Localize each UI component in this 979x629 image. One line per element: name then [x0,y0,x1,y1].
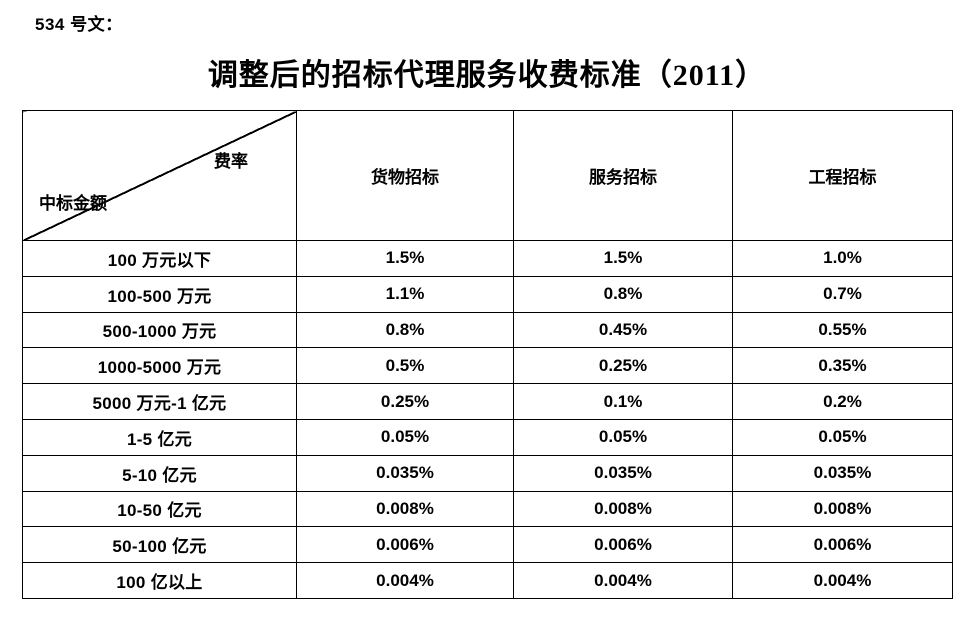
cell-value: 1.5% [513,240,733,277]
cell-value: 0.35% [732,347,953,385]
corner-label-amount: 中标金额 [39,194,107,213]
table-row: 1000-5000 万元 0.5% 0.25% 0.35% [22,347,953,385]
row-label: 1000-5000 万元 [22,347,297,385]
table-row: 100-500 万元 1.1% 0.8% 0.7% [22,275,953,313]
cell-value: 0.1% [513,383,733,420]
cell-value: 0.25% [513,347,733,385]
cell-value: 0.008% [296,490,514,528]
column-header-engineering: 工程招标 [732,110,953,241]
table-row: 10-50 亿元 0.008% 0.008% 0.008% [22,490,953,528]
cell-value: 0.035% [513,454,733,492]
cell-value: 0.5% [296,347,514,385]
row-label: 100 万元以下 [22,240,297,277]
row-label: 5-10 亿元 [22,454,297,492]
row-label: 100-500 万元 [22,275,297,313]
cell-value: 0.2% [732,383,953,420]
cell-value: 0.035% [732,454,953,492]
row-label: 1-5 亿元 [22,418,297,456]
cell-value: 1.1% [296,275,514,313]
cell-value: 1.5% [296,240,514,277]
cell-value: 0.55% [732,311,953,349]
cell-value: 0.008% [513,490,733,528]
table-row: 100 万元以下 1.5% 1.5% 1.0% [22,240,953,277]
cell-value: 0.8% [296,311,514,349]
cell-value: 0.45% [513,311,733,349]
cell-value: 0.7% [732,275,953,313]
cell-value: 0.8% [513,275,733,313]
fee-rate-table: 费率 中标金额 货物招标 服务招标 工程招标 100 万元以下 1.5% 1.5… [22,110,953,599]
cell-value: 0.05% [732,418,953,456]
column-header-services: 服务招标 [513,110,733,241]
page-title: 调整后的招标代理服务收费标准（2011） [207,59,767,92]
table-row: 1-5 亿元 0.05% 0.05% 0.05% [22,418,953,456]
table-header-row: 费率 中标金额 货物招标 服务招标 工程招标 [22,110,953,241]
table-row: 100 亿以上 0.004% 0.004% 0.004% [22,562,953,599]
column-header-goods: 货物招标 [296,110,514,241]
cell-value: 0.004% [513,562,733,599]
row-label: 50-100 亿元 [22,526,297,564]
cell-value: 0.004% [296,562,514,599]
table-row: 5000 万元-1 亿元 0.25% 0.1% 0.2% [22,383,953,420]
row-label: 500-1000 万元 [22,311,297,349]
cell-value: 0.004% [732,562,953,599]
row-label: 10-50 亿元 [22,490,297,528]
diagonal-corner-cell: 费率 中标金额 [22,110,297,241]
cell-value: 0.006% [513,526,733,564]
cell-value: 0.035% [296,454,514,492]
cell-value: 1.0% [732,240,953,277]
row-label: 5000 万元-1 亿元 [22,383,297,420]
table-row: 50-100 亿元 0.006% 0.006% 0.006% [22,526,953,564]
row-label: 100 亿以上 [22,562,297,599]
cell-value: 0.006% [732,526,953,564]
cell-value: 0.05% [296,418,514,456]
cell-value: 0.25% [296,383,514,420]
cell-value: 0.05% [513,418,733,456]
cell-value: 0.008% [732,490,953,528]
table-row: 500-1000 万元 0.8% 0.45% 0.55% [22,311,953,349]
corner-label-rate: 费率 [214,152,248,171]
doc-number-label: 534 号文： [35,15,123,34]
table-row: 5-10 亿元 0.035% 0.035% 0.035% [22,454,953,492]
cell-value: 0.006% [296,526,514,564]
